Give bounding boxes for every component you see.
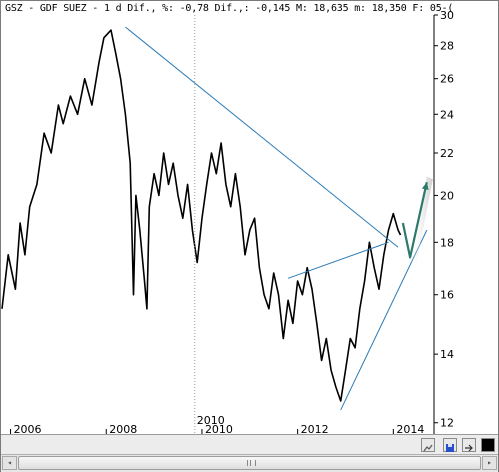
x-tick-label: 2006 bbox=[14, 423, 42, 434]
projection-arrow bbox=[401, 182, 428, 259]
scroll-left-arrow-icon[interactable]: ◂ bbox=[2, 456, 17, 470]
horizontal-scrollbar[interactable]: ◂ ▸ bbox=[1, 454, 498, 472]
chart-toolbar bbox=[1, 434, 498, 455]
projection-shadow bbox=[410, 176, 433, 266]
save-icon[interactable] bbox=[443, 438, 457, 452]
trendline-0 bbox=[125, 26, 399, 248]
x-tick-label: 2014 bbox=[396, 423, 424, 434]
y-tick-label: 20 bbox=[440, 189, 454, 202]
y-tick-label: 14 bbox=[440, 348, 454, 361]
year-divider-label: 2010 bbox=[197, 414, 225, 427]
price-series-line-0 bbox=[1, 29, 402, 402]
projection-arrowhead bbox=[421, 182, 429, 191]
y-tick-label: 26 bbox=[440, 73, 454, 86]
y-tick-label: 16 bbox=[440, 289, 454, 302]
y-tick-label: 28 bbox=[440, 40, 454, 53]
scroll-thumb[interactable] bbox=[18, 456, 481, 470]
y-tick-label: 12 bbox=[440, 417, 454, 430]
price-chart: 30 28 26 24 22 20 18 16 14 12 2006 2008 2010 2012 2014… bbox=[1, 1, 498, 434]
y-tick-label: 18 bbox=[440, 236, 454, 249]
black-square-icon[interactable] bbox=[481, 438, 495, 452]
x-tick-label: 2012 bbox=[301, 423, 329, 434]
chart-tool-icon[interactable] bbox=[421, 438, 435, 452]
scroll-right-arrow-icon[interactable]: ▸ bbox=[482, 456, 497, 470]
y-tick-label: 30 bbox=[440, 9, 454, 22]
arrow-tool-icon[interactable] bbox=[462, 438, 476, 452]
trendline-2 bbox=[287, 241, 389, 279]
x-tick-label: 2008 bbox=[109, 423, 137, 434]
x-tick-label: 2010 bbox=[205, 423, 233, 434]
chart-header: GSZ - GDF SUEZ - 1 d Dif., %: -0,78 Dif.… bbox=[5, 3, 454, 14]
y-tick-label: 24 bbox=[440, 108, 454, 121]
y-tick-label: 22 bbox=[440, 147, 454, 160]
scroll-grip-icon bbox=[246, 460, 256, 466]
